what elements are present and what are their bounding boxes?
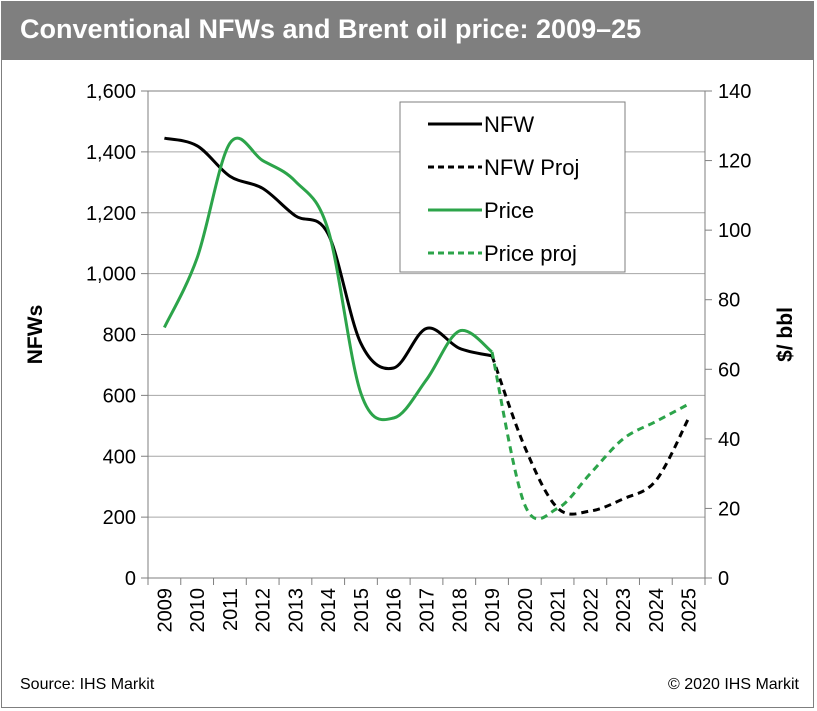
x-tick-label: 2011 — [220, 588, 242, 631]
left-tick-label: 600 — [103, 385, 136, 407]
title-bar: Conventional NFWs and Brent oil price: 2… — [2, 2, 813, 60]
series-line-nfw-proj — [490, 355, 690, 516]
x-tick-label: 2017 — [417, 588, 439, 633]
right-tick-label: 0 — [718, 568, 729, 590]
left-tick-label: 0 — [125, 568, 136, 590]
legend-label: Price proj — [484, 241, 577, 266]
x-tick-label: 2023 — [613, 588, 635, 633]
right-tick-label: 20 — [718, 498, 740, 520]
right-tick-label: 40 — [718, 429, 740, 451]
series-line-price-proj — [490, 351, 690, 521]
left-tick-label: 800 — [103, 325, 136, 347]
x-tick-label: 2013 — [285, 588, 307, 633]
left-tick-label: 1,400 — [86, 142, 136, 164]
x-tick-label: 2010 — [187, 588, 209, 633]
copyright-note: © 2020 IHS Markit — [668, 676, 799, 693]
x-tick-label: 2025 — [679, 588, 701, 633]
right-tick-label: 120 — [718, 151, 751, 173]
plot-area — [147, 90, 706, 579]
right-tick-label: 140 — [718, 81, 751, 103]
left-tick-label: 1,200 — [86, 203, 136, 225]
x-tick-label: 2014 — [318, 588, 340, 633]
x-tick-label: 2019 — [482, 588, 504, 633]
x-tick-label: 2018 — [449, 588, 471, 633]
right-tick-label: 60 — [718, 359, 740, 381]
left-tick-label: 1,000 — [86, 264, 136, 286]
source-note: Source: IHS Markit — [20, 676, 155, 693]
right-axis-title: $/ bbl — [774, 307, 797, 362]
series-line-price — [163, 136, 493, 422]
right-tick-label: 100 — [718, 220, 751, 242]
left-tick-label: 400 — [103, 446, 136, 468]
left-tick-label: 200 — [103, 507, 136, 529]
x-tick-label: 2012 — [253, 588, 275, 633]
legend-label: NFW Proj — [484, 155, 579, 180]
legend-box — [399, 101, 626, 273]
x-tick-label: 2022 — [580, 588, 602, 633]
legend-label: NFW — [484, 112, 534, 137]
legend-label: Price — [484, 198, 534, 223]
x-tick-label: 2024 — [646, 588, 668, 633]
left-axis-title: NFWs — [24, 305, 47, 365]
right-tick-label: 80 — [718, 290, 740, 312]
x-tick-label: 2020 — [515, 588, 537, 633]
x-tick-label: 2009 — [154, 588, 176, 633]
left-tick-label: 1,600 — [86, 81, 136, 103]
chart-title: Conventional NFWs and Brent oil price: 2… — [20, 14, 642, 44]
x-tick-label: 2021 — [548, 588, 570, 633]
x-tick-label: 2015 — [351, 588, 373, 633]
x-tick-label: 2016 — [384, 588, 406, 633]
